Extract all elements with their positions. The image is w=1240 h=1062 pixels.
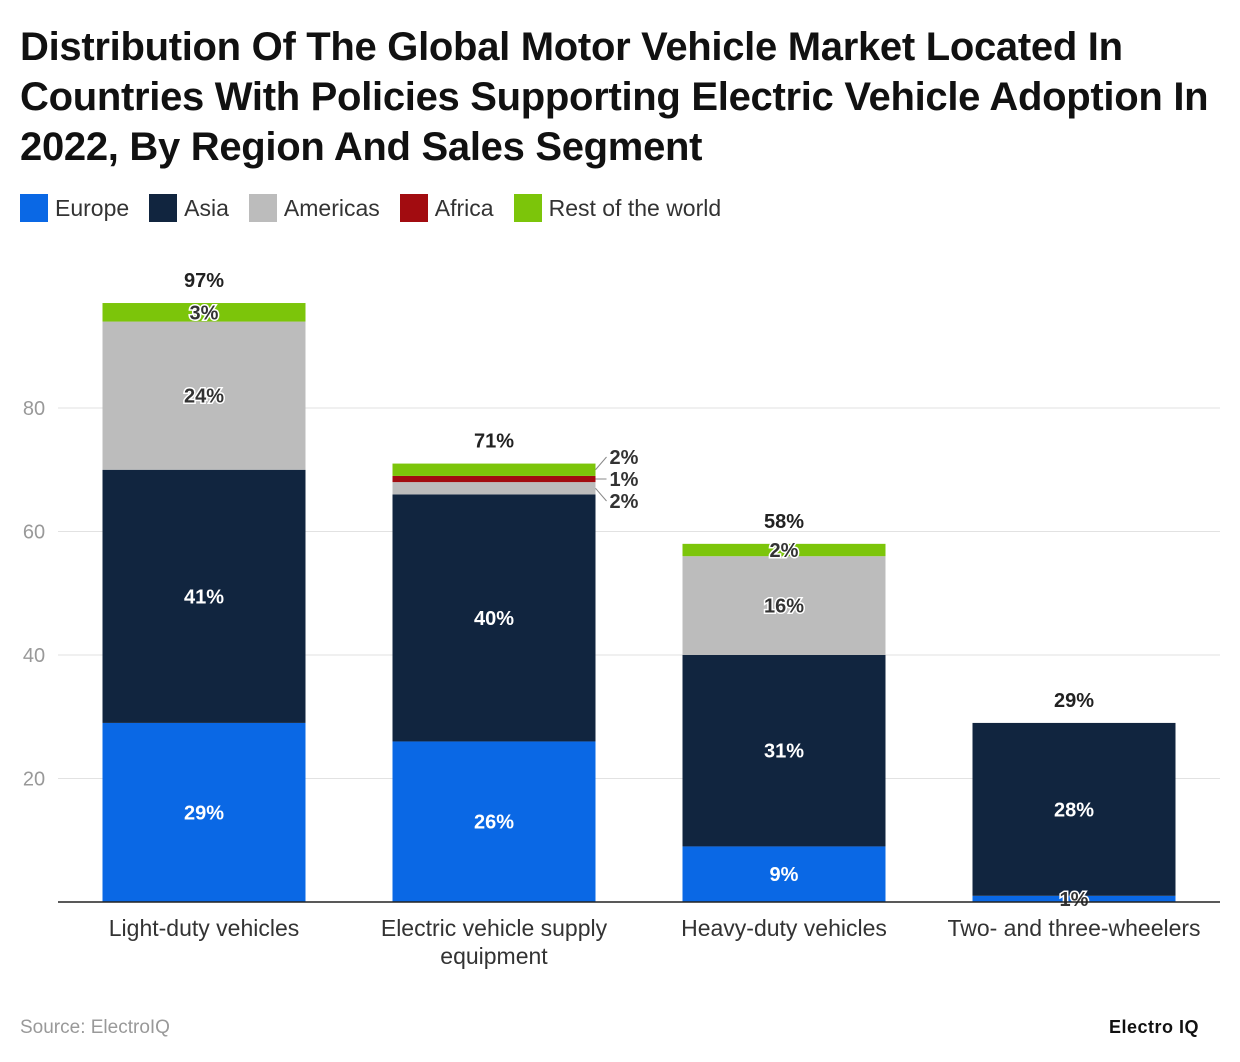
- bar-segment-rest-of-the-world: [682, 543, 886, 557]
- legend-label: Rest of the world: [548, 194, 722, 221]
- bar-segment-rest-of-the-world: [392, 463, 596, 476]
- data-label: 31%: [764, 741, 804, 763]
- bar-segment-asia: [102, 469, 306, 723]
- data-label: 41%: [184, 586, 224, 608]
- legend-item-europe: Europe: [20, 194, 129, 222]
- legend-label: Asia: [184, 194, 229, 221]
- bar-segment-asia: [392, 494, 596, 742]
- data-label: 26%: [474, 812, 514, 834]
- stacked-bar-chart: 20 40 60 80 29% 41% 24% 3% 97% Light-duty vehicle…: [23, 270, 1220, 969]
- bar-segment-europe: [102, 722, 306, 902]
- data-label: 2%: [610, 491, 639, 513]
- bar-segment-asia: [972, 722, 1176, 896]
- data-label: 9%: [770, 864, 799, 886]
- data-label: 40%: [474, 608, 514, 630]
- bar-segment-americas: [102, 321, 306, 470]
- bar-segment-europe: [392, 741, 596, 902]
- total-label: 97%: [184, 270, 224, 292]
- y-tick-label: 40: [23, 645, 45, 667]
- chart-title: Distribution Of The Global Motor Vehicle…: [20, 25, 1209, 169]
- legend-swatch: [248, 194, 277, 222]
- legend-swatch: [399, 194, 428, 222]
- data-label: 16%: [764, 596, 804, 618]
- legend: Europe Asia Americas Africa Rest of the …: [20, 194, 721, 222]
- x-category-label: Heavy-duty vehicles: [681, 915, 887, 941]
- bar-segment-americas: [682, 556, 886, 655]
- total-label: 58%: [764, 511, 804, 533]
- bar-segment-africa: [392, 475, 596, 483]
- bar-segment-asia: [682, 655, 886, 847]
- total-label: 29%: [1054, 690, 1094, 712]
- legend-swatch: [149, 194, 178, 222]
- bar-segment-europe: [972, 895, 1176, 902]
- source-note: Source: ElectroIQ: [20, 1017, 170, 1038]
- y-tick-label: 20: [23, 769, 45, 791]
- legend-item-rest-of-world: Rest of the world: [513, 194, 722, 222]
- legend-swatch: [513, 194, 542, 222]
- data-label: 1%: [610, 469, 639, 491]
- x-category-label: Electric vehicle supply: [381, 915, 608, 941]
- data-label: 1%: [1060, 889, 1089, 911]
- bar-segment-americas: [392, 482, 596, 495]
- x-category-label: Two- and three-wheelers: [947, 915, 1200, 941]
- legend-label: Africa: [434, 194, 494, 221]
- leader-line: [595, 456, 607, 471]
- leader-line: [595, 487, 607, 502]
- y-tick-label: 80: [23, 398, 45, 420]
- data-label: 24%: [184, 386, 224, 408]
- legend-item-americas: Americas: [248, 194, 380, 222]
- bar-segment-rest-of-the-world: [102, 303, 306, 322]
- y-tick-label: 60: [23, 522, 45, 544]
- data-label: 3%: [190, 302, 219, 324]
- data-label: 28%: [1054, 799, 1094, 821]
- data-label: 2%: [770, 540, 799, 562]
- legend-swatch: [20, 194, 48, 222]
- x-category-label: equipment: [440, 943, 548, 969]
- electroiq-logo: Electro IQ: [1109, 1017, 1200, 1037]
- x-category-label: Light-duty vehicles: [109, 915, 300, 941]
- bar-segment-europe: [682, 846, 886, 902]
- legend-item-asia: Asia: [149, 194, 229, 222]
- data-label: 29%: [184, 802, 224, 824]
- data-label: 2%: [610, 447, 639, 469]
- legend-item-africa: Africa: [399, 194, 494, 222]
- legend-label: Americas: [283, 194, 380, 221]
- legend-label: Europe: [55, 194, 130, 221]
- total-label: 71%: [474, 431, 514, 453]
